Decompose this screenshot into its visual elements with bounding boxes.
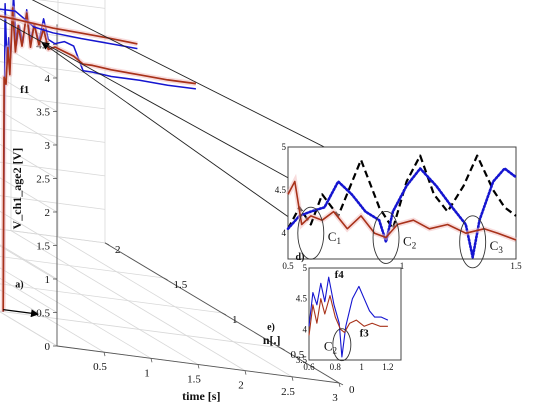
inset-d-ytick: 4	[282, 228, 287, 238]
inset-d-xtick: 1	[400, 261, 405, 271]
inset-d-xtick: 0.5	[282, 261, 294, 271]
grid-line	[0, 256, 164, 279]
time-tick	[197, 364, 200, 369]
inset-d-series-blue	[286, 167, 518, 259]
inset-d-circle-C1	[297, 206, 325, 260]
curve-f4	[0, 8, 138, 50]
grid-line	[0, 244, 58, 280]
inset-d-series-black	[287, 154, 517, 230]
grid-line	[0, 277, 58, 313]
z-tick-label: 0.5	[36, 308, 50, 320]
n-tick	[221, 312, 227, 316]
inset-d-ytick: 5	[282, 142, 287, 152]
annotation-subscript: 2	[333, 346, 338, 356]
inset-e-xtick: 0.8	[330, 362, 342, 372]
time-axis-title: time [s]	[182, 389, 220, 403]
grid-line	[0, 210, 58, 246]
z-tick-label: 4	[45, 73, 51, 85]
grid-line	[0, 311, 58, 347]
inset-e-ytick: 4	[303, 324, 308, 334]
grid-line	[37, 0, 106, 9]
grid-line	[0, 143, 58, 179]
z-tick-label: 3.5	[36, 107, 50, 119]
n-tick	[163, 277, 168, 281]
annotation-subscript: 1	[336, 236, 341, 246]
grid-line	[0, 94, 106, 110]
time-tick-label: 2	[238, 380, 244, 392]
labels: time [s]n[.]V_ch1_age2 [V]a)b)c)f1f2f3f4…	[10, 84, 281, 403]
z-tick-label: 3	[45, 140, 51, 152]
time-tick	[103, 352, 106, 357]
n-tick-label: 0	[349, 384, 355, 396]
n-tick-label: 2	[115, 244, 121, 256]
inset-d-xtick: 1.5	[510, 261, 522, 271]
z-tick-label: 1	[45, 274, 51, 286]
grid-line	[0, 310, 281, 349]
annotation-subscript: 3	[498, 245, 503, 255]
n-tick-label: 0.5	[291, 349, 305, 361]
inset-e-name-f3: f3	[360, 327, 370, 339]
time-tick-label: 1.5	[187, 373, 201, 385]
inset-d-circle-C3	[459, 215, 487, 269]
z-tick-label: 1.5	[36, 241, 50, 253]
curve-f1	[2, 7, 197, 312]
grid-line	[0, 245, 199, 365]
arrow-c1-f1	[41, 41, 304, 228]
time-tick-label: 3	[332, 392, 338, 404]
time-tick	[291, 376, 294, 381]
inset-e-xtick: 0.6	[303, 362, 315, 372]
z-tick-label: 2	[45, 207, 51, 219]
inset-e-name-f4: f4	[335, 269, 345, 281]
grid-line	[0, 177, 58, 213]
annotation-subscript: 2	[412, 240, 417, 250]
time-tick	[244, 370, 247, 375]
grid-line	[0, 110, 58, 146]
curve-glow-f1	[0, 5, 197, 312]
inset-e-ytick: 3.5	[296, 355, 308, 365]
time-direction-arrow	[3, 308, 39, 318]
grid-line	[0, 289, 105, 353]
time-tick-label: 1	[144, 367, 150, 379]
inset-e-circle	[332, 328, 352, 362]
z-tick-label: 0	[45, 341, 51, 353]
grid-line	[0, 76, 58, 112]
inset-e-xtick: 1	[359, 362, 364, 372]
n-tick-label: 1	[232, 314, 238, 326]
inset-e-ytick: 4.5	[296, 294, 308, 304]
n-tick-label: 1.5	[174, 279, 188, 291]
inset-d-series-red	[287, 180, 517, 241]
inset-e-label: e)	[267, 322, 275, 333]
n-tick	[280, 347, 285, 351]
value-axis-title: V_ch1_age2 [V]	[10, 148, 24, 230]
n-tick	[104, 242, 110, 246]
curve-f3	[0, 15, 138, 45]
inset-e-series-f3	[308, 295, 388, 336]
time-tick	[338, 382, 341, 387]
z-tick-label: 2.5	[36, 174, 50, 186]
inset-e-series-f4	[308, 276, 389, 358]
time-tick-label: 2.5	[281, 386, 295, 398]
inset-e-frame	[308, 267, 402, 361]
panel-label-0: a)	[15, 279, 23, 290]
inset-d-ytick: 4.5	[275, 185, 287, 195]
grid-line	[0, 43, 58, 79]
inset-e-ytick: 5	[303, 263, 308, 273]
time-tick	[150, 358, 153, 363]
grid-line	[0, 128, 106, 143]
inset-d-circle-C2	[372, 211, 400, 264]
inset-d-panel: 44.550.5 1 1.5C1 C2 C3d)	[275, 142, 522, 271]
inset-d-label: d)	[296, 252, 305, 263]
grid-line	[0, 283, 223, 314]
time-tick-label: 0.5	[93, 361, 107, 373]
n-tick	[338, 382, 344, 386]
curve-name-f1: f1	[20, 84, 29, 96]
inset-e-xtick: 1.2	[382, 362, 393, 372]
main-curves	[0, 0, 197, 312]
n-axis-title: n[.]	[263, 333, 281, 347]
